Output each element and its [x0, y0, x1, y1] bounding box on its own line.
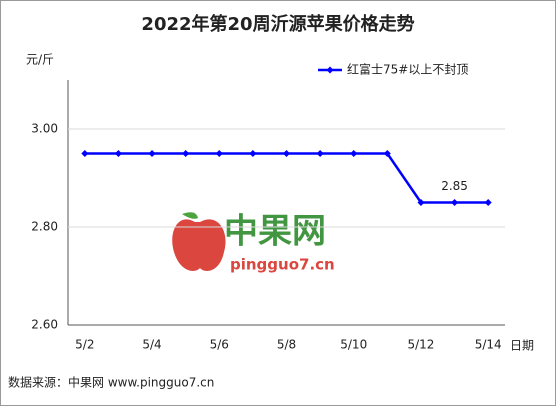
marker: [81, 150, 89, 157]
marker: [148, 150, 156, 157]
watermark-title: 中果网: [224, 212, 326, 252]
marker: [182, 150, 190, 157]
marker: [114, 150, 122, 157]
legend-label: 红富士75#以上不封顶: [347, 62, 468, 77]
x-tick-label: 5/12: [407, 338, 434, 352]
x-tick-label: 5/6: [210, 338, 229, 352]
y-tick-label: 2.60: [31, 318, 58, 332]
marker: [383, 150, 391, 157]
x-tick-label: 5/10: [340, 338, 367, 352]
x-tick-label: 5/2: [75, 338, 94, 352]
apple-icon: [172, 219, 226, 271]
x-tick-label: 5/4: [142, 338, 161, 352]
marker: [215, 150, 223, 157]
chart-title: 2022年第20周沂源苹果价格走势: [141, 13, 414, 35]
y-tick-label: 3.00: [31, 122, 58, 136]
marker: [249, 150, 257, 157]
x-axis-label: 日期: [510, 339, 534, 353]
leaf-icon: [182, 212, 198, 219]
data-label: 2.85: [441, 179, 468, 193]
marker: [316, 150, 324, 157]
x-tick-label: 5/14: [475, 338, 502, 352]
x-tick-label: 5/8: [277, 338, 296, 352]
source: 数据来源：中果网 www.pingguo7.cn: [8, 375, 214, 390]
marker: [350, 150, 358, 157]
y-axis-label: 元/斤: [26, 53, 54, 67]
marker: [417, 199, 425, 206]
marker: [283, 150, 290, 157]
y-tick-label: 2.80: [31, 220, 58, 234]
watermark: 中果网 pingguo7.cn: [172, 212, 335, 274]
watermark-url: pingguo7.cn: [230, 256, 335, 274]
legend-marker: [326, 66, 334, 74]
marker: [451, 199, 459, 206]
marker: [484, 199, 492, 206]
